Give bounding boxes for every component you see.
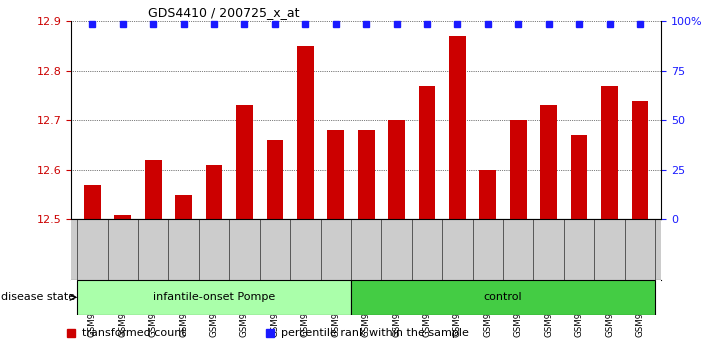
Bar [205, 165, 223, 219]
Bar [77, 280, 351, 315]
Text: GDS4410 / 200725_x_at: GDS4410 / 200725_x_at [148, 6, 299, 19]
Text: percentile rank within the sample: percentile rank within the sample [281, 328, 469, 338]
Text: control: control [483, 292, 523, 302]
Bar [571, 135, 587, 219]
Bar [602, 86, 618, 219]
Bar [327, 130, 344, 219]
Bar [449, 36, 466, 219]
Bar [114, 215, 131, 219]
Bar [236, 105, 253, 219]
Bar [510, 120, 527, 219]
Bar [84, 185, 101, 219]
Bar [540, 105, 557, 219]
Text: transformed count: transformed count [82, 328, 186, 338]
Bar [358, 130, 375, 219]
Bar [631, 101, 648, 219]
Bar [388, 120, 405, 219]
Text: disease state: disease state [1, 292, 75, 302]
Bar [351, 280, 655, 315]
Bar [267, 140, 283, 219]
Text: infantile-onset Pompe: infantile-onset Pompe [153, 292, 275, 302]
Bar [419, 86, 435, 219]
Bar [145, 160, 161, 219]
Bar [176, 195, 192, 219]
Bar [479, 170, 496, 219]
Bar [297, 46, 314, 219]
